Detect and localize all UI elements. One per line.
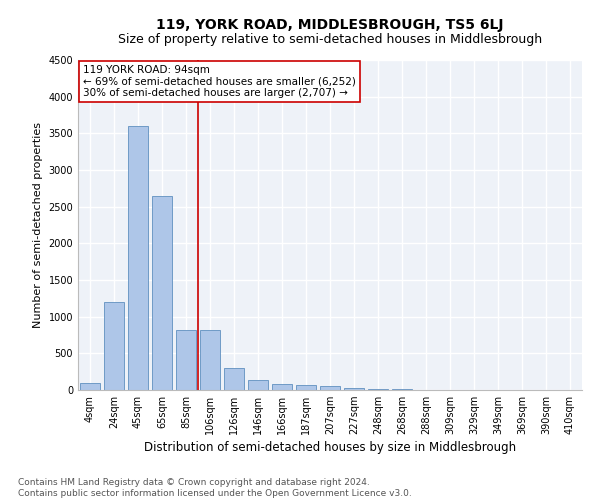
Bar — [176, 330, 196, 390]
Bar — [368, 389, 388, 390]
Bar — [152, 196, 172, 390]
Bar — [224, 368, 244, 390]
Bar — [200, 330, 220, 390]
Y-axis label: Number of semi-detached properties: Number of semi-detached properties — [33, 122, 43, 328]
X-axis label: Distribution of semi-detached houses by size in Middlesbrough: Distribution of semi-detached houses by … — [144, 442, 516, 454]
Text: Size of property relative to semi-detached houses in Middlesbrough: Size of property relative to semi-detach… — [118, 32, 542, 46]
Text: 119 YORK ROAD: 94sqm
← 69% of semi-detached houses are smaller (6,252)
30% of se: 119 YORK ROAD: 94sqm ← 69% of semi-detac… — [83, 65, 356, 98]
Bar — [248, 380, 268, 390]
Bar — [128, 126, 148, 390]
Text: 119, YORK ROAD, MIDDLESBROUGH, TS5 6LJ: 119, YORK ROAD, MIDDLESBROUGH, TS5 6LJ — [156, 18, 504, 32]
Bar — [344, 388, 364, 390]
Text: Contains HM Land Registry data © Crown copyright and database right 2024.
Contai: Contains HM Land Registry data © Crown c… — [18, 478, 412, 498]
Bar — [80, 382, 100, 390]
Bar — [296, 385, 316, 390]
Bar — [104, 302, 124, 390]
Bar — [320, 386, 340, 390]
Bar — [272, 384, 292, 390]
